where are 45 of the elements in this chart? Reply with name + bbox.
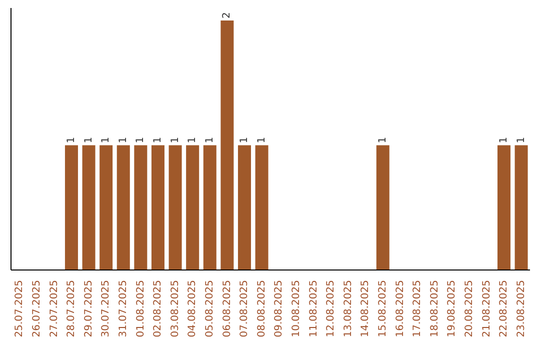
data-label: 1: [83, 136, 94, 144]
x-tick-label: 17.08.2025: [412, 280, 424, 338]
data-label: 1: [516, 136, 527, 144]
x-tick-label: 18.08.2025: [429, 280, 440, 338]
x-tick-label: 12.08.2025: [326, 280, 337, 338]
x-tick-label: 16.08.2025: [394, 280, 406, 338]
x-tick-label: 30.07.2025: [100, 280, 112, 338]
data-label: 1: [135, 136, 146, 144]
data-label: 2: [222, 12, 233, 18]
data-label: 1: [256, 136, 268, 144]
data-label: 1: [100, 136, 112, 144]
x-tick-label: 13.08.2025: [342, 280, 354, 338]
data-label: 1: [152, 136, 164, 144]
x-tick-label: 26.07.2025: [31, 280, 42, 338]
x-tick-label: 09.08.2025: [274, 280, 285, 338]
x-tick-label: 11.08.2025: [308, 280, 320, 338]
x-tick-label: 01.08.2025: [135, 280, 146, 338]
x-tick-label: 21.08.2025: [481, 280, 492, 338]
data-label: 1: [204, 136, 216, 144]
x-tick-label: 08.08.2025: [256, 280, 268, 338]
x-tick-label: 02.08.2025: [152, 280, 164, 338]
x-tick-label: 10.08.2025: [290, 280, 302, 338]
x-tick-label: 25.07.2025: [14, 280, 26, 338]
data-label: 1: [377, 136, 388, 144]
x-tick-label: 05.08.2025: [204, 280, 216, 338]
x-tick-label: 06.08.2025: [222, 280, 233, 338]
data-label: 1: [187, 136, 198, 144]
x-tick-label: 22.08.2025: [498, 280, 510, 338]
x-tick-label: 04.08.2025: [187, 280, 198, 338]
x-tick-label: 14.08.2025: [360, 280, 372, 338]
data-label: 1: [498, 136, 510, 144]
x-tick-label: 31.07.2025: [118, 280, 129, 338]
x-tick-label: 20.08.2025: [464, 280, 475, 338]
x-tick-label: 19.08.2025: [446, 280, 458, 338]
data-label: 1: [66, 136, 77, 144]
data-label: 1: [170, 136, 181, 144]
x-tick-label: 07.08.2025: [239, 280, 250, 338]
x-tick-label: 03.08.2025: [170, 280, 181, 338]
x-tick-label: 15.08.2025: [377, 280, 388, 338]
x-tick-label: 23.08.2025: [516, 280, 527, 338]
x-tick-label: 28.07.2025: [66, 280, 78, 338]
x-tick-label: 27.07.2025: [48, 280, 60, 338]
data-label: 1: [238, 136, 250, 144]
x-tick-label: 29.07.2025: [83, 280, 94, 338]
data-label: 1: [118, 136, 129, 144]
